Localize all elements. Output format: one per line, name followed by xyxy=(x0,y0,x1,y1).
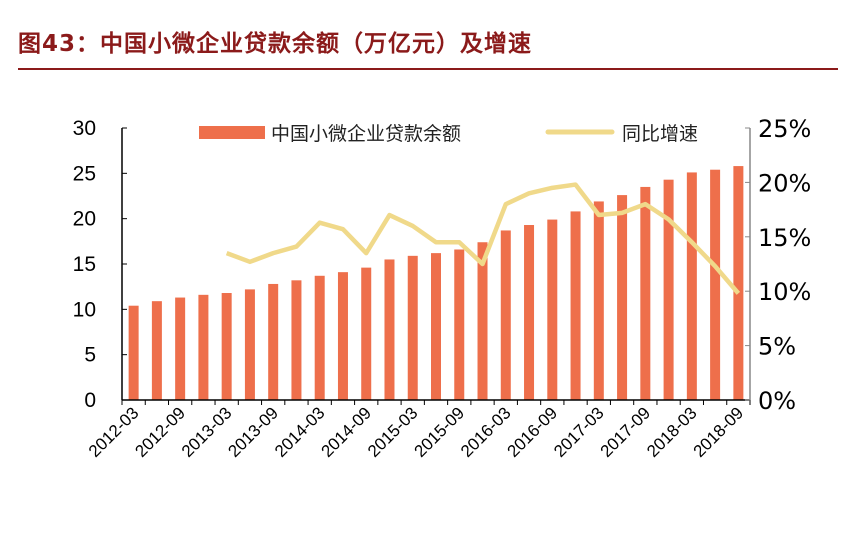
bar-2012-06 xyxy=(151,301,162,400)
y-left-tick-label: 25 xyxy=(73,162,96,185)
y-right-tick-label: 25% xyxy=(758,115,811,143)
bar-2013-03 xyxy=(221,293,232,400)
x-tick-label: 2017-09 xyxy=(597,403,655,461)
y-right-tick-label: 20% xyxy=(758,169,811,197)
x-tick-label: 2013-03 xyxy=(178,403,236,461)
x-tick-label: 2016-09 xyxy=(504,403,562,461)
x-tick-label: 2018-03 xyxy=(643,403,701,461)
bar-2018-09 xyxy=(733,166,744,400)
bar-2016-12 xyxy=(570,211,581,400)
y-left-tick-label: 5 xyxy=(84,344,96,367)
bar-2016-03 xyxy=(500,230,511,400)
x-tick-label: 2012-09 xyxy=(131,403,189,461)
title-rule xyxy=(18,68,838,70)
bar-2013-12 xyxy=(291,280,302,400)
bar-2018-06 xyxy=(710,169,721,400)
bar-2013-06 xyxy=(244,289,255,400)
bar-2015-09 xyxy=(454,249,465,400)
x-tick-label: 2016-03 xyxy=(457,403,515,461)
growth-line xyxy=(225,182,741,295)
x-tick-label: 2013-09 xyxy=(224,403,282,461)
legend-line-label: 同比增速 xyxy=(622,123,698,145)
bar-2012-03 xyxy=(128,305,139,400)
chart-title: 图43：中国小微企业贷款余额（万亿元）及增速 xyxy=(18,31,533,57)
bar-2015-03 xyxy=(407,255,418,400)
x-tick-label: 2015-09 xyxy=(411,403,469,461)
x-tick-label: 2017-03 xyxy=(550,403,608,461)
x-tick-label: 2014-09 xyxy=(317,403,375,461)
bar-2017-03 xyxy=(593,201,604,400)
x-tick-label: 2014-03 xyxy=(271,403,329,461)
bar-2015-06 xyxy=(431,253,441,400)
legend-bar-label: 中国小微企业贷款余额 xyxy=(271,123,461,145)
bar-2014-09 xyxy=(361,267,372,400)
legend-bar-swatch xyxy=(199,126,265,139)
bar-2018-03 xyxy=(686,172,697,400)
bar-2014-12 xyxy=(384,259,395,400)
y-left-tick-label: 10 xyxy=(73,298,96,321)
x-tick-label: 2015-03 xyxy=(364,403,422,461)
bar-2012-12 xyxy=(198,294,209,400)
y-left-tick-label: 20 xyxy=(73,208,96,231)
y-right-tick-label: 15% xyxy=(758,224,811,252)
bar-2017-12 xyxy=(663,179,674,400)
bar-2013-09 xyxy=(268,283,279,400)
y-left-tick-label: 30 xyxy=(73,117,96,140)
bar-2012-09 xyxy=(175,297,186,400)
y-right-tick-label: 5% xyxy=(758,333,796,361)
bar-2014-06 xyxy=(337,272,348,400)
x-tick-label: 2018-09 xyxy=(690,403,748,461)
y-left-tick-label: 15 xyxy=(73,253,96,276)
bar-2016-06 xyxy=(524,225,535,400)
x-tick-label: 2012-03 xyxy=(85,403,143,461)
y-left-tick-label: 0 xyxy=(84,389,96,412)
bar-2014-03 xyxy=(314,275,325,400)
bar-2017-06 xyxy=(617,195,628,400)
y-right-tick-label: 10% xyxy=(758,278,811,306)
bar-2017-09 xyxy=(640,186,651,400)
bar-2015-12 xyxy=(477,242,488,400)
y-right-tick-label: 0% xyxy=(758,387,796,415)
bar-2016-09 xyxy=(547,219,558,400)
